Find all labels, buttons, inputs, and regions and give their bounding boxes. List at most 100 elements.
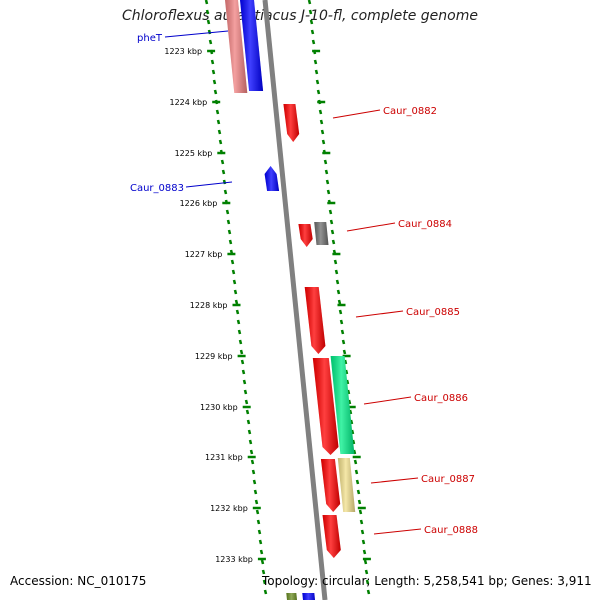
label-leader-line (164, 30, 229, 38)
track-dot (353, 459, 358, 465)
gene-caur-0886-red-shading (312, 358, 339, 455)
track-dot (307, 0, 312, 5)
label-leader-line (363, 396, 412, 405)
track-dot (255, 509, 260, 515)
gene-label-caur-0884[interactable]: Caur_0884 (398, 219, 452, 230)
left-tick-track (204, 0, 268, 595)
track-dot (246, 419, 251, 425)
track-dot (248, 439, 253, 445)
label-leader-line (185, 181, 233, 188)
gene-caur-0888[interactable] (322, 515, 341, 558)
label-leader-line (370, 477, 419, 484)
track-dot (321, 139, 326, 145)
gene-label-caur-0888[interactable]: Caur_0888 (424, 525, 478, 536)
kbp-tick-label: 1228 kbp (190, 301, 228, 310)
track-dot (347, 399, 352, 405)
label-leader-line (346, 222, 396, 232)
gene-caur-0887-red-shading (320, 459, 341, 512)
track-dot (208, 39, 213, 45)
gene-caur-0887-yellow[interactable] (337, 458, 356, 512)
track-dot (365, 579, 370, 585)
track-dot (239, 349, 244, 355)
gene-caur-0882-shading (283, 104, 300, 142)
kbp-tick-label: 1227 kbp (185, 250, 223, 259)
track-dot (349, 419, 354, 425)
track-dot (249, 449, 254, 455)
track-dot (213, 89, 218, 95)
track-dot (309, 19, 314, 25)
gene-label-caur-0886[interactable]: Caur_0886 (414, 393, 468, 404)
gene-pink-feature[interactable] (225, 0, 248, 93)
track-dot (359, 519, 364, 525)
track-dot (311, 39, 316, 45)
track-dot (329, 219, 334, 225)
track-dot (221, 169, 226, 175)
track-dot (338, 309, 343, 315)
gene-caur-0885[interactable] (304, 287, 326, 354)
track-dot (328, 209, 333, 215)
track-dot (207, 29, 212, 35)
kbp-tick-label: 1225 kbp (175, 149, 213, 158)
track-dot (205, 9, 210, 15)
kbp-tick-label: 1224 kbp (169, 98, 207, 107)
track-dot (211, 69, 216, 75)
gene-caur-0884-a[interactable] (298, 224, 313, 247)
topology-text: Topology: circular; Length: 5,258,541 bp… (262, 574, 592, 588)
gene-label-caur-0883[interactable]: Caur_0883 (130, 183, 184, 194)
gene-caur-0886-red[interactable] (312, 358, 339, 455)
track-dot (234, 299, 239, 305)
gene-olive-partial[interactable] (286, 593, 297, 600)
track-dot (252, 479, 257, 485)
gene-label-phet[interactable]: pheT (137, 33, 163, 44)
track-dot (342, 349, 347, 355)
gene-phet-shading (240, 0, 264, 91)
track-dot (341, 339, 346, 345)
track-dot (243, 389, 248, 395)
gene-caur-0883-shading (264, 166, 280, 191)
track-dot (241, 369, 246, 375)
track-dot (319, 119, 324, 125)
track-dot (230, 259, 235, 265)
track-dot (344, 369, 349, 375)
track-dot (263, 589, 268, 595)
track-dot (206, 19, 211, 25)
track-dot (343, 359, 348, 365)
track-dot (253, 489, 258, 495)
track-dot (351, 439, 356, 445)
gene-caur-0886-green[interactable] (330, 356, 355, 454)
gene-caur-0883[interactable] (264, 166, 280, 191)
track-dot (330, 229, 335, 235)
track-dot (352, 449, 357, 455)
track-dot (364, 569, 369, 575)
track-dot (355, 479, 360, 485)
track-dot (362, 549, 367, 555)
gene-caur-0887-red[interactable] (320, 459, 341, 512)
track-dot (250, 459, 255, 465)
track-dot (325, 179, 330, 185)
gene-blue-partial[interactable] (302, 593, 315, 600)
gene-caur-0884-a-shading (298, 224, 313, 247)
gene-caur-0884-b[interactable] (314, 222, 329, 245)
track-dot (226, 219, 231, 225)
gene-label-caur-0882[interactable]: Caur_0882 (383, 106, 437, 117)
gene-label-caur-0885[interactable]: Caur_0885 (406, 307, 460, 318)
track-dot (326, 189, 331, 195)
label-leader-line (373, 528, 422, 535)
gene-caur-0888-shading (322, 515, 341, 558)
track-dot (210, 59, 215, 65)
label-leader-line (332, 109, 381, 119)
map-title: Chloroflexus aurantiacus J-10-fl, comple… (122, 8, 478, 24)
track-dot (261, 569, 266, 575)
track-dot (235, 309, 240, 315)
gene-phet[interactable] (240, 0, 264, 91)
gene-label-caur-0887[interactable]: Caur_0887 (421, 474, 475, 485)
track-dot (242, 379, 247, 385)
kbp-tick-label: 1233 kbp (215, 555, 253, 564)
gene-caur-0886-green-shading (330, 356, 355, 454)
label-leader-line (355, 310, 404, 318)
track-dot (310, 29, 315, 35)
track-dot (225, 209, 230, 215)
track-dot (216, 119, 221, 125)
gene-caur-0882[interactable] (283, 104, 300, 142)
